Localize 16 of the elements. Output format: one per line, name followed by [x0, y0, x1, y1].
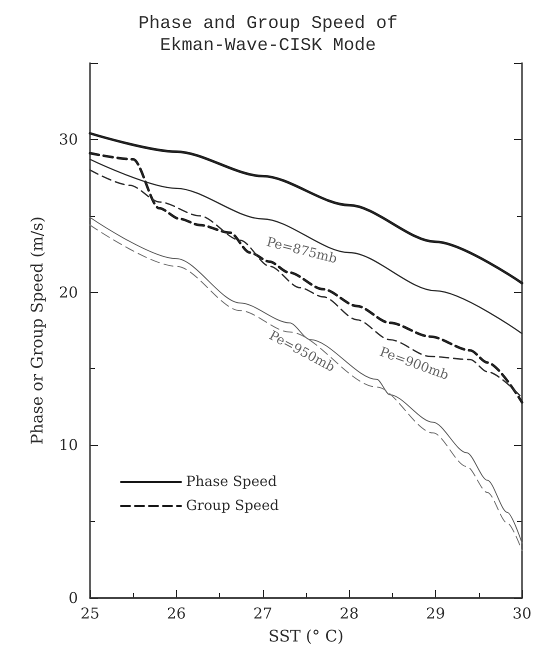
y-tick-label: 10 [58, 436, 78, 454]
x-tick-label: 30 [512, 604, 532, 622]
x-tick-label: 29 [426, 604, 446, 622]
x-tick-label: 25 [80, 604, 100, 622]
line-series [88, 132, 524, 284]
x-axis-title: SST (° C) [268, 626, 344, 646]
y-tick-label: 20 [58, 283, 78, 302]
x-tick-label: 26 [166, 604, 186, 622]
x-tick-label: 27 [253, 604, 272, 622]
y-tick-label: 0 [68, 589, 78, 607]
x-tick-label: 28 [340, 604, 359, 622]
y-axis-title: Phase or Group Speed (m/s) [28, 216, 46, 445]
legend-label: Group Speed [186, 498, 279, 514]
chart-title: Phase and Group Speed of Ekman-Wave-CISK Mode [138, 14, 398, 56]
y-tick-label: 30 [58, 130, 78, 148]
legend-label: Phase Speed [186, 474, 277, 490]
